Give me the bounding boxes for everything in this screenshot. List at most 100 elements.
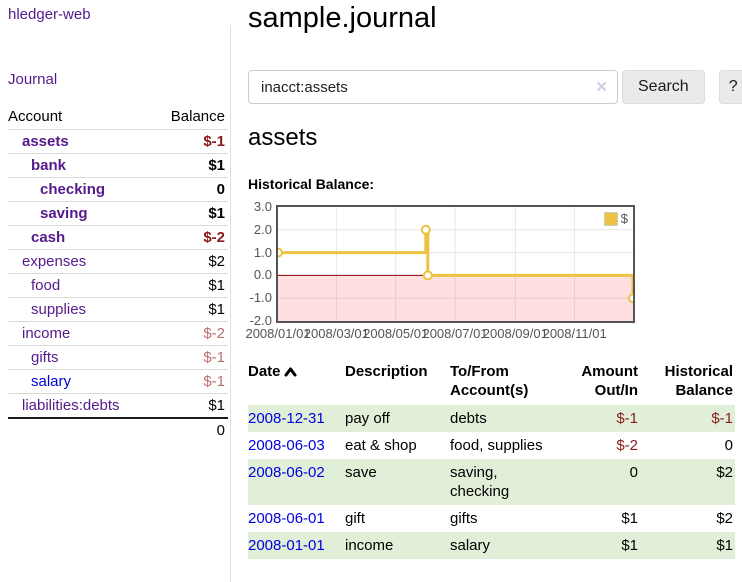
- transaction-date-link[interactable]: 2008-01-01: [248, 537, 325, 554]
- transaction-amount: $1: [621, 510, 638, 527]
- transaction-date-link[interactable]: 2008-06-03: [248, 437, 325, 454]
- account-link[interactable]: expenses: [22, 253, 87, 270]
- account-balance: $1: [208, 277, 225, 294]
- account-column-header: Account: [8, 108, 63, 125]
- account-row: supplies $1: [8, 297, 228, 322]
- brand-link[interactable]: hledger-web: [8, 6, 91, 23]
- sort-ascending-icon: [284, 367, 297, 377]
- account-row: expenses $2: [8, 249, 228, 274]
- transaction-accounts: saving, checking: [450, 464, 510, 500]
- transaction-date-link[interactable]: 2008-12-31: [248, 410, 325, 427]
- register-table: Date Description To/From Account(s) Amoun…: [248, 360, 735, 559]
- y-tick-label: -1.0: [249, 290, 272, 306]
- transaction-accounts: gifts: [450, 510, 478, 527]
- main-content: sample.journal ✕ Search ? assets Histori…: [245, 0, 742, 582]
- amount-column-header: Amount Out/In: [581, 363, 638, 399]
- account-row: cash $-2: [8, 225, 228, 250]
- transaction-amount: $1: [621, 537, 638, 554]
- transaction-description: income: [345, 537, 394, 554]
- account-link[interactable]: saving: [40, 205, 88, 222]
- transaction-balance: $-1: [711, 410, 733, 427]
- x-tick-label: 2008/03/01: [303, 326, 369, 341]
- account-link[interactable]: food: [31, 277, 61, 294]
- transaction-accounts: food, supplies: [450, 437, 543, 454]
- account-balance: $1: [208, 397, 225, 414]
- search-input[interactable]: [248, 70, 618, 104]
- transaction-balance: $2: [716, 510, 733, 527]
- sidebar-divider: [230, 25, 231, 582]
- balance-column-header: Balance: [170, 108, 225, 125]
- account-balance: $-1: [203, 133, 225, 150]
- chart-title: Historical Balance:: [248, 176, 375, 192]
- register-row: 2008-06-01 gift gifts $1 $2: [248, 505, 735, 532]
- accounts-total-row: 0: [8, 418, 228, 442]
- search-input-wrap: ✕: [248, 70, 618, 104]
- transaction-amount: $-1: [616, 410, 638, 427]
- account-balance: $-2: [203, 325, 225, 342]
- account-link[interactable]: checking: [40, 181, 106, 198]
- account-link[interactable]: bank: [31, 157, 67, 174]
- account-balance: $1: [208, 205, 225, 222]
- account-link[interactable]: supplies: [31, 301, 87, 318]
- account-link[interactable]: gifts: [31, 349, 59, 366]
- search-bar: ✕ Search ?: [248, 70, 742, 104]
- register-row: 2008-12-31 pay off debts $-1 $-1: [248, 405, 735, 432]
- account-row: saving $1: [8, 201, 228, 226]
- register-rows: 2008-12-31 pay off debts $-1 $-1 2008-06-03 ea…: [248, 405, 735, 559]
- y-tick-label: 1.0: [253, 244, 272, 260]
- sidebar-item-journal[interactable]: Journal: [8, 71, 58, 88]
- transaction-accounts: debts: [450, 410, 487, 427]
- tofrom-column-header: To/From Account(s): [450, 363, 529, 399]
- chart-legend: $: [601, 210, 630, 227]
- account-balance: 0: [216, 181, 225, 198]
- transaction-date-link[interactable]: 2008-06-01: [248, 510, 325, 527]
- account-row: assets $-1: [8, 129, 228, 154]
- sidebar-account-rows: assets $-1 bank $1 checking 0 saving $1 cash $-2 e…: [8, 129, 228, 443]
- accounts-table: Account Balance assets $-1 bank $1 checking 0…: [8, 104, 228, 442]
- date-column-header[interactable]: Date: [248, 360, 345, 405]
- transaction-description: save: [345, 464, 377, 481]
- transaction-balance: 0: [724, 437, 733, 454]
- account-balance: $1: [208, 301, 225, 318]
- account-balance: $-1: [203, 373, 225, 390]
- account-row: gifts $-1: [8, 345, 228, 370]
- legend-swatch-icon: [603, 211, 618, 226]
- x-tick-label: 2008/01/01: [245, 326, 311, 341]
- register-header-row: Date Description To/From Account(s) Amoun…: [248, 360, 735, 405]
- transaction-accounts: salary: [450, 537, 491, 554]
- register-row: 2008-01-01 income salary $1 $1: [248, 532, 735, 559]
- x-tick-label: 2008/09/01: [482, 326, 548, 341]
- account-row: salary $-1: [8, 369, 228, 394]
- account-link[interactable]: liabilities:debts: [22, 397, 120, 414]
- accounts-table-header: Account Balance: [8, 104, 228, 130]
- description-column-header: Description: [345, 363, 428, 380]
- account-balance: $-2: [203, 229, 225, 246]
- historical-balance-chart: 3.0 2.0 1.0 0.0 -1.0 -2.0 $ 2008/01/01 2008/03…: [245, 199, 735, 350]
- transaction-date-link[interactable]: 2008-06-02: [248, 464, 325, 481]
- y-tick-label: 0.0: [253, 267, 272, 283]
- transaction-description: eat & shop: [345, 437, 417, 454]
- x-tick-label: 2008/05/01: [363, 326, 429, 341]
- y-tick-label: -2.0: [249, 313, 272, 328]
- transaction-description: pay off: [345, 410, 390, 427]
- account-row: bank $1: [8, 153, 228, 178]
- account-balance: $1: [208, 157, 225, 174]
- transaction-description: gift: [345, 510, 366, 527]
- help-button[interactable]: ?: [718, 70, 742, 104]
- account-row: liabilities:debts $1: [8, 393, 228, 419]
- account-link[interactable]: cash: [31, 229, 66, 246]
- account-row: checking 0: [8, 177, 228, 202]
- account-link[interactable]: income: [22, 325, 71, 342]
- clear-search-icon[interactable]: ✕: [595, 79, 608, 96]
- legend-label: $: [620, 211, 628, 226]
- balance-column-header-register: Historical Balance: [664, 363, 733, 399]
- search-button[interactable]: Search: [622, 70, 705, 104]
- x-tick-label: 2008/07/01: [422, 326, 488, 341]
- chart-plot-area: $: [273, 205, 638, 323]
- page-title: sample.journal: [248, 2, 437, 34]
- account-link[interactable]: assets: [22, 133, 69, 150]
- account-link[interactable]: salary: [31, 373, 72, 390]
- x-tick-label: 2008/11/01: [542, 326, 607, 341]
- account-row: income $-2: [8, 321, 228, 346]
